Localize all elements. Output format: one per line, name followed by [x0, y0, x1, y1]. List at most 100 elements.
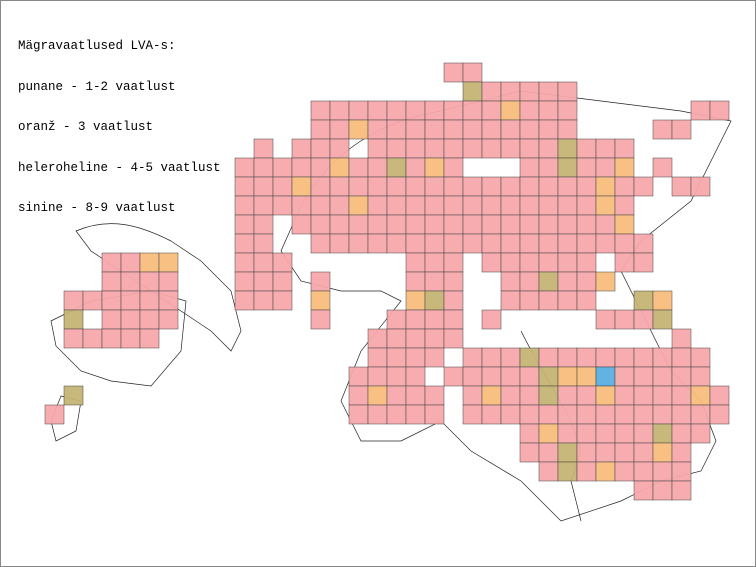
grid-cell — [386, 138, 407, 159]
grid-cell — [519, 157, 540, 178]
grid-cell — [120, 252, 141, 273]
grid-cell — [652, 385, 673, 406]
grid-cell — [690, 100, 711, 121]
grid-cell — [557, 461, 578, 482]
grid-cell — [538, 271, 559, 292]
grid-cell — [272, 176, 293, 197]
grid-cell — [291, 138, 312, 159]
grid-cell — [405, 309, 426, 330]
legend: Mägravaatlused LVA-s: punane - 1-2 vaatl… — [18, 13, 221, 243]
grid-cell — [500, 81, 521, 102]
grid-cell — [595, 385, 616, 406]
grid-cell — [234, 157, 255, 178]
grid-cell — [405, 138, 426, 159]
grid-cell — [614, 176, 635, 197]
grid-cell — [633, 309, 654, 330]
grid-cell — [462, 62, 483, 83]
grid-cell — [101, 252, 122, 273]
grid-cell — [652, 119, 673, 140]
grid-cell — [443, 290, 464, 311]
grid-cell — [348, 195, 369, 216]
grid-cell — [538, 404, 559, 425]
grid-cell — [481, 404, 502, 425]
grid-cell — [386, 100, 407, 121]
grid-cell — [443, 366, 464, 387]
grid-cell — [709, 404, 730, 425]
grid-cell — [595, 157, 616, 178]
grid-cell — [253, 252, 274, 273]
grid-cell — [329, 100, 350, 121]
grid-cell — [652, 157, 673, 178]
grid-cell — [234, 195, 255, 216]
grid-cell — [424, 385, 445, 406]
grid-cell — [405, 119, 426, 140]
grid-cell — [538, 366, 559, 387]
grid-cell — [310, 214, 331, 235]
grid-cell — [614, 404, 635, 425]
grid-cell — [234, 290, 255, 311]
grid-cell — [576, 138, 597, 159]
legend-item: punane - 1-2 vaatlust — [18, 79, 176, 94]
grid-cell — [557, 157, 578, 178]
grid-cell — [348, 176, 369, 197]
grid-cell — [614, 214, 635, 235]
grid-cell — [519, 233, 540, 254]
grid-cell — [44, 404, 65, 425]
legend-item: oranž - 3 vaatlust — [18, 120, 154, 134]
grid-cell — [424, 252, 445, 273]
grid-cell — [690, 347, 711, 368]
grid-cell — [253, 195, 274, 216]
grid-cell — [576, 233, 597, 254]
grid-cell — [348, 385, 369, 406]
grid-cell — [576, 271, 597, 292]
grid-cell — [671, 385, 692, 406]
grid-cell — [500, 233, 521, 254]
grid-cell — [310, 271, 331, 292]
grid-cell — [253, 214, 274, 235]
grid-cell — [158, 252, 179, 273]
grid-cell — [519, 119, 540, 140]
grid-cell — [671, 404, 692, 425]
grid-cell — [348, 157, 369, 178]
grid-cell — [519, 347, 540, 368]
grid-cell — [538, 119, 559, 140]
grid-cell — [576, 366, 597, 387]
grid-cell — [310, 100, 331, 121]
grid-cell — [709, 385, 730, 406]
grid-cell — [614, 366, 635, 387]
grid-cell — [557, 271, 578, 292]
grid-cell — [443, 138, 464, 159]
grid-cell — [538, 423, 559, 444]
grid-cell — [291, 157, 312, 178]
grid-cell — [614, 442, 635, 463]
grid-cell — [424, 233, 445, 254]
grid-cell — [576, 176, 597, 197]
grid-cell — [519, 252, 540, 273]
grid-cell — [424, 290, 445, 311]
grid-cell — [633, 252, 654, 273]
grid-cell — [557, 347, 578, 368]
grid-cell — [253, 271, 274, 292]
grid-cell — [576, 461, 597, 482]
grid-cell — [405, 100, 426, 121]
grid-cell — [82, 328, 103, 349]
grid-cell — [424, 404, 445, 425]
grid-cell — [671, 119, 692, 140]
grid-cell — [367, 195, 388, 216]
grid-cell — [614, 461, 635, 482]
grid-cell — [424, 347, 445, 368]
grid-cell — [595, 214, 616, 235]
grid-cell — [272, 252, 293, 273]
grid-cell — [614, 252, 635, 273]
grid-cell — [139, 290, 160, 311]
grid-cell — [462, 81, 483, 102]
grid-cell — [500, 195, 521, 216]
grid-cell — [481, 385, 502, 406]
grid-cell — [500, 214, 521, 235]
grid-cell — [633, 366, 654, 387]
grid-cell — [709, 100, 730, 121]
grid-cell — [101, 271, 122, 292]
grid-cell — [405, 252, 426, 273]
